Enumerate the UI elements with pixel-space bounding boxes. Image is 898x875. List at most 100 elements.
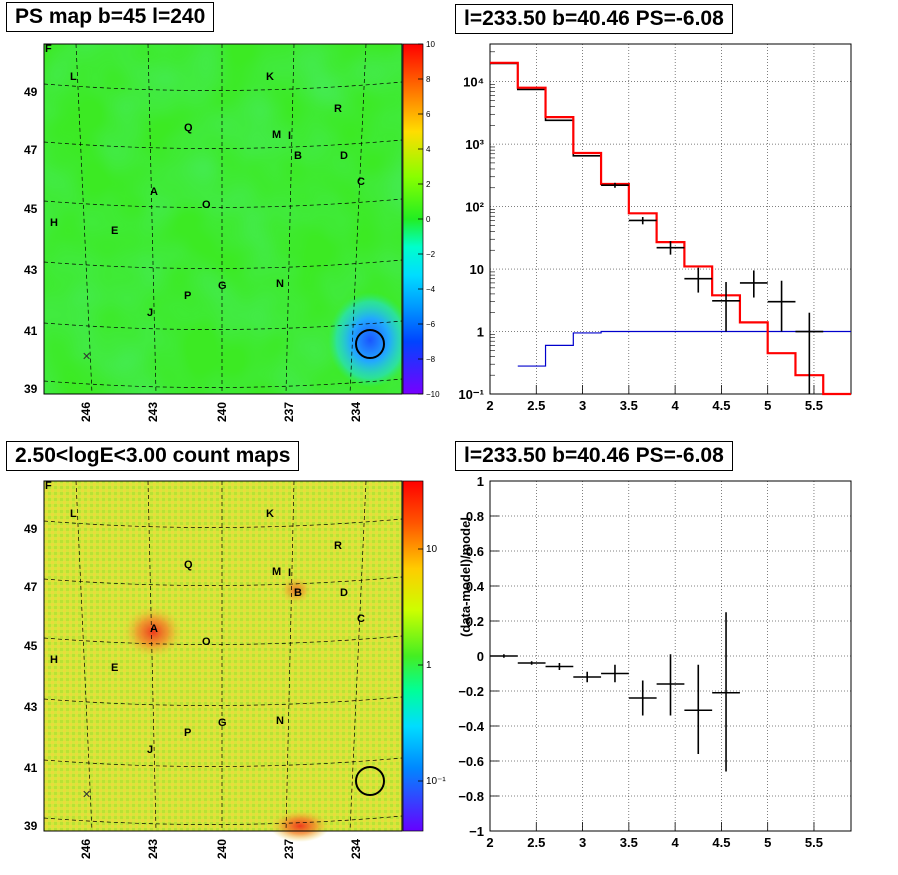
source-label-r: R [334,103,342,115]
spectrum-x-tick: 5 [764,398,771,413]
colorbar-tick: −10 [426,390,440,399]
residual-y-tick: 0 [477,649,484,664]
residual-y-tick: −0.4 [458,719,484,734]
count-map-area: F L K R Q M IB D C A O H E N G P J ✕ [43,480,403,842]
map-y-tick: 39 [24,819,38,833]
colorbar-tick: −8 [426,355,436,364]
source-label-c: C [357,613,365,625]
residual-x-tick: 3.5 [620,835,638,850]
source-label-c: C [357,176,365,188]
source-label-a: A [150,186,158,198]
secondary-model-line [517,330,851,367]
source-label-e: E [111,225,118,237]
source-label-i: I [288,130,291,142]
source-label-k: K [266,71,274,83]
colorbar-tick: 2 [426,180,431,189]
map-x-tick: 234 [349,839,363,859]
source-label-m: M [272,566,281,578]
residual-y-tick: −1 [469,824,484,839]
source-label-m: M [272,129,281,141]
source-label-o: O [202,636,211,648]
source-label-q: Q [184,122,193,134]
source-label-f: F [45,43,52,55]
count-map-panel: F L K R Q M IB D C A O H E N G P J ✕ 49 47 45 43 41 39 246 243 2… [24,480,446,859]
spectrum-y-tick: 10² [465,200,484,215]
source-label-r: R [334,540,342,552]
source-label-j: J [147,307,153,319]
spectrum-title: l=233.50 b=40.46 PS=-6.08 [455,4,733,34]
residual-x-tick: 5 [764,835,771,850]
spectrum-y-tick: 10⁴ [463,75,484,90]
source-label-o: O [202,199,211,211]
ps-map-axes: 49 47 45 43 41 39 246 243 240 237 234 [24,85,363,422]
residual-x-tick: 4 [672,835,680,850]
residual-y-tick: 0.4 [466,579,485,594]
spectrum-y-tick: 10⁻¹ [458,387,484,402]
map-y-tick: 39 [24,382,38,396]
source-label-k: K [266,508,274,520]
map-y-tick: 43 [24,700,38,714]
colorbar-tick: 8 [426,75,431,84]
source-label-h: H [50,654,58,666]
source-label-j: J [147,744,153,756]
ps-map-title: PS map b=45 l=240 [6,2,215,32]
source-label-n: N [276,715,284,727]
spectrum-x-tick: 3.5 [620,398,638,413]
map-x-tick: 240 [215,839,229,859]
map-x-tick: 237 [282,839,296,859]
star-marker: ✕ [82,351,91,363]
source-label-q: Q [184,559,193,571]
spectrum-x-tick: 3 [579,398,586,413]
map-x-tick: 246 [79,402,93,422]
map-y-tick: 49 [24,522,38,536]
spectrum-x-tick: 5.5 [805,398,823,413]
source-label-g: G [218,717,227,729]
spectrum-y-tick: 10 [470,262,484,277]
source-label-i: I [288,567,291,579]
map-x-tick: 246 [79,839,93,859]
map-y-tick: 49 [24,85,38,99]
source-label-a: A [150,623,158,635]
residual-y-tick: −0.6 [458,754,484,769]
source-label-n: N [276,278,284,290]
source-label-b: B [294,150,302,162]
map-y-tick: 45 [24,202,38,216]
source-label-f: F [45,480,52,492]
residual-x-tick: 5.5 [805,835,823,850]
residual-x-tick: 4.5 [712,835,730,850]
source-label-b: B [294,587,302,599]
spectrum-y-tick: 10³ [465,137,484,152]
spectrum-x-tick: 4.5 [712,398,730,413]
source-label-p: P [184,290,191,302]
residual-y-tick: 0.8 [466,509,484,524]
spectrum-plot-frame [489,43,852,395]
colorbar-tick: 4 [426,145,431,154]
residual-x-tick: 3 [579,835,586,850]
colorbar-tick: 10 [426,544,438,555]
map-y-tick: 47 [24,143,38,157]
map-x-tick: 234 [349,402,363,422]
map-y-tick: 47 [24,580,38,594]
star-marker-count-map: ✕ [82,789,91,801]
roi-circle-count-map [355,766,385,796]
source-label-e: E [111,662,118,674]
map-x-tick: 240 [215,402,229,422]
map-y-tick: 41 [24,761,38,775]
residual-y-axis-label: (data-model)/model [458,517,473,637]
residual-y-tick: 1 [477,474,484,489]
residual-x-tick: 2.5 [527,835,545,850]
colorbar-tick: 6 [426,110,431,119]
spectrum-x-tick: 4 [672,398,680,413]
colorbar-tick: 10⁻¹ [426,776,446,787]
map-y-tick: 43 [24,263,38,277]
residual-y-tick: 0.2 [466,614,484,629]
residual-x-tick: 2 [486,835,493,850]
count-colorbar: 10 1 10⁻¹ [402,480,446,832]
map-y-tick: 45 [24,639,38,653]
colorbar-tick: −6 [426,320,436,329]
source-label-d: D [340,150,348,162]
colorbar-tick: −2 [426,250,436,259]
residual-title: l=233.50 b=40.46 PS=-6.08 [455,441,733,471]
